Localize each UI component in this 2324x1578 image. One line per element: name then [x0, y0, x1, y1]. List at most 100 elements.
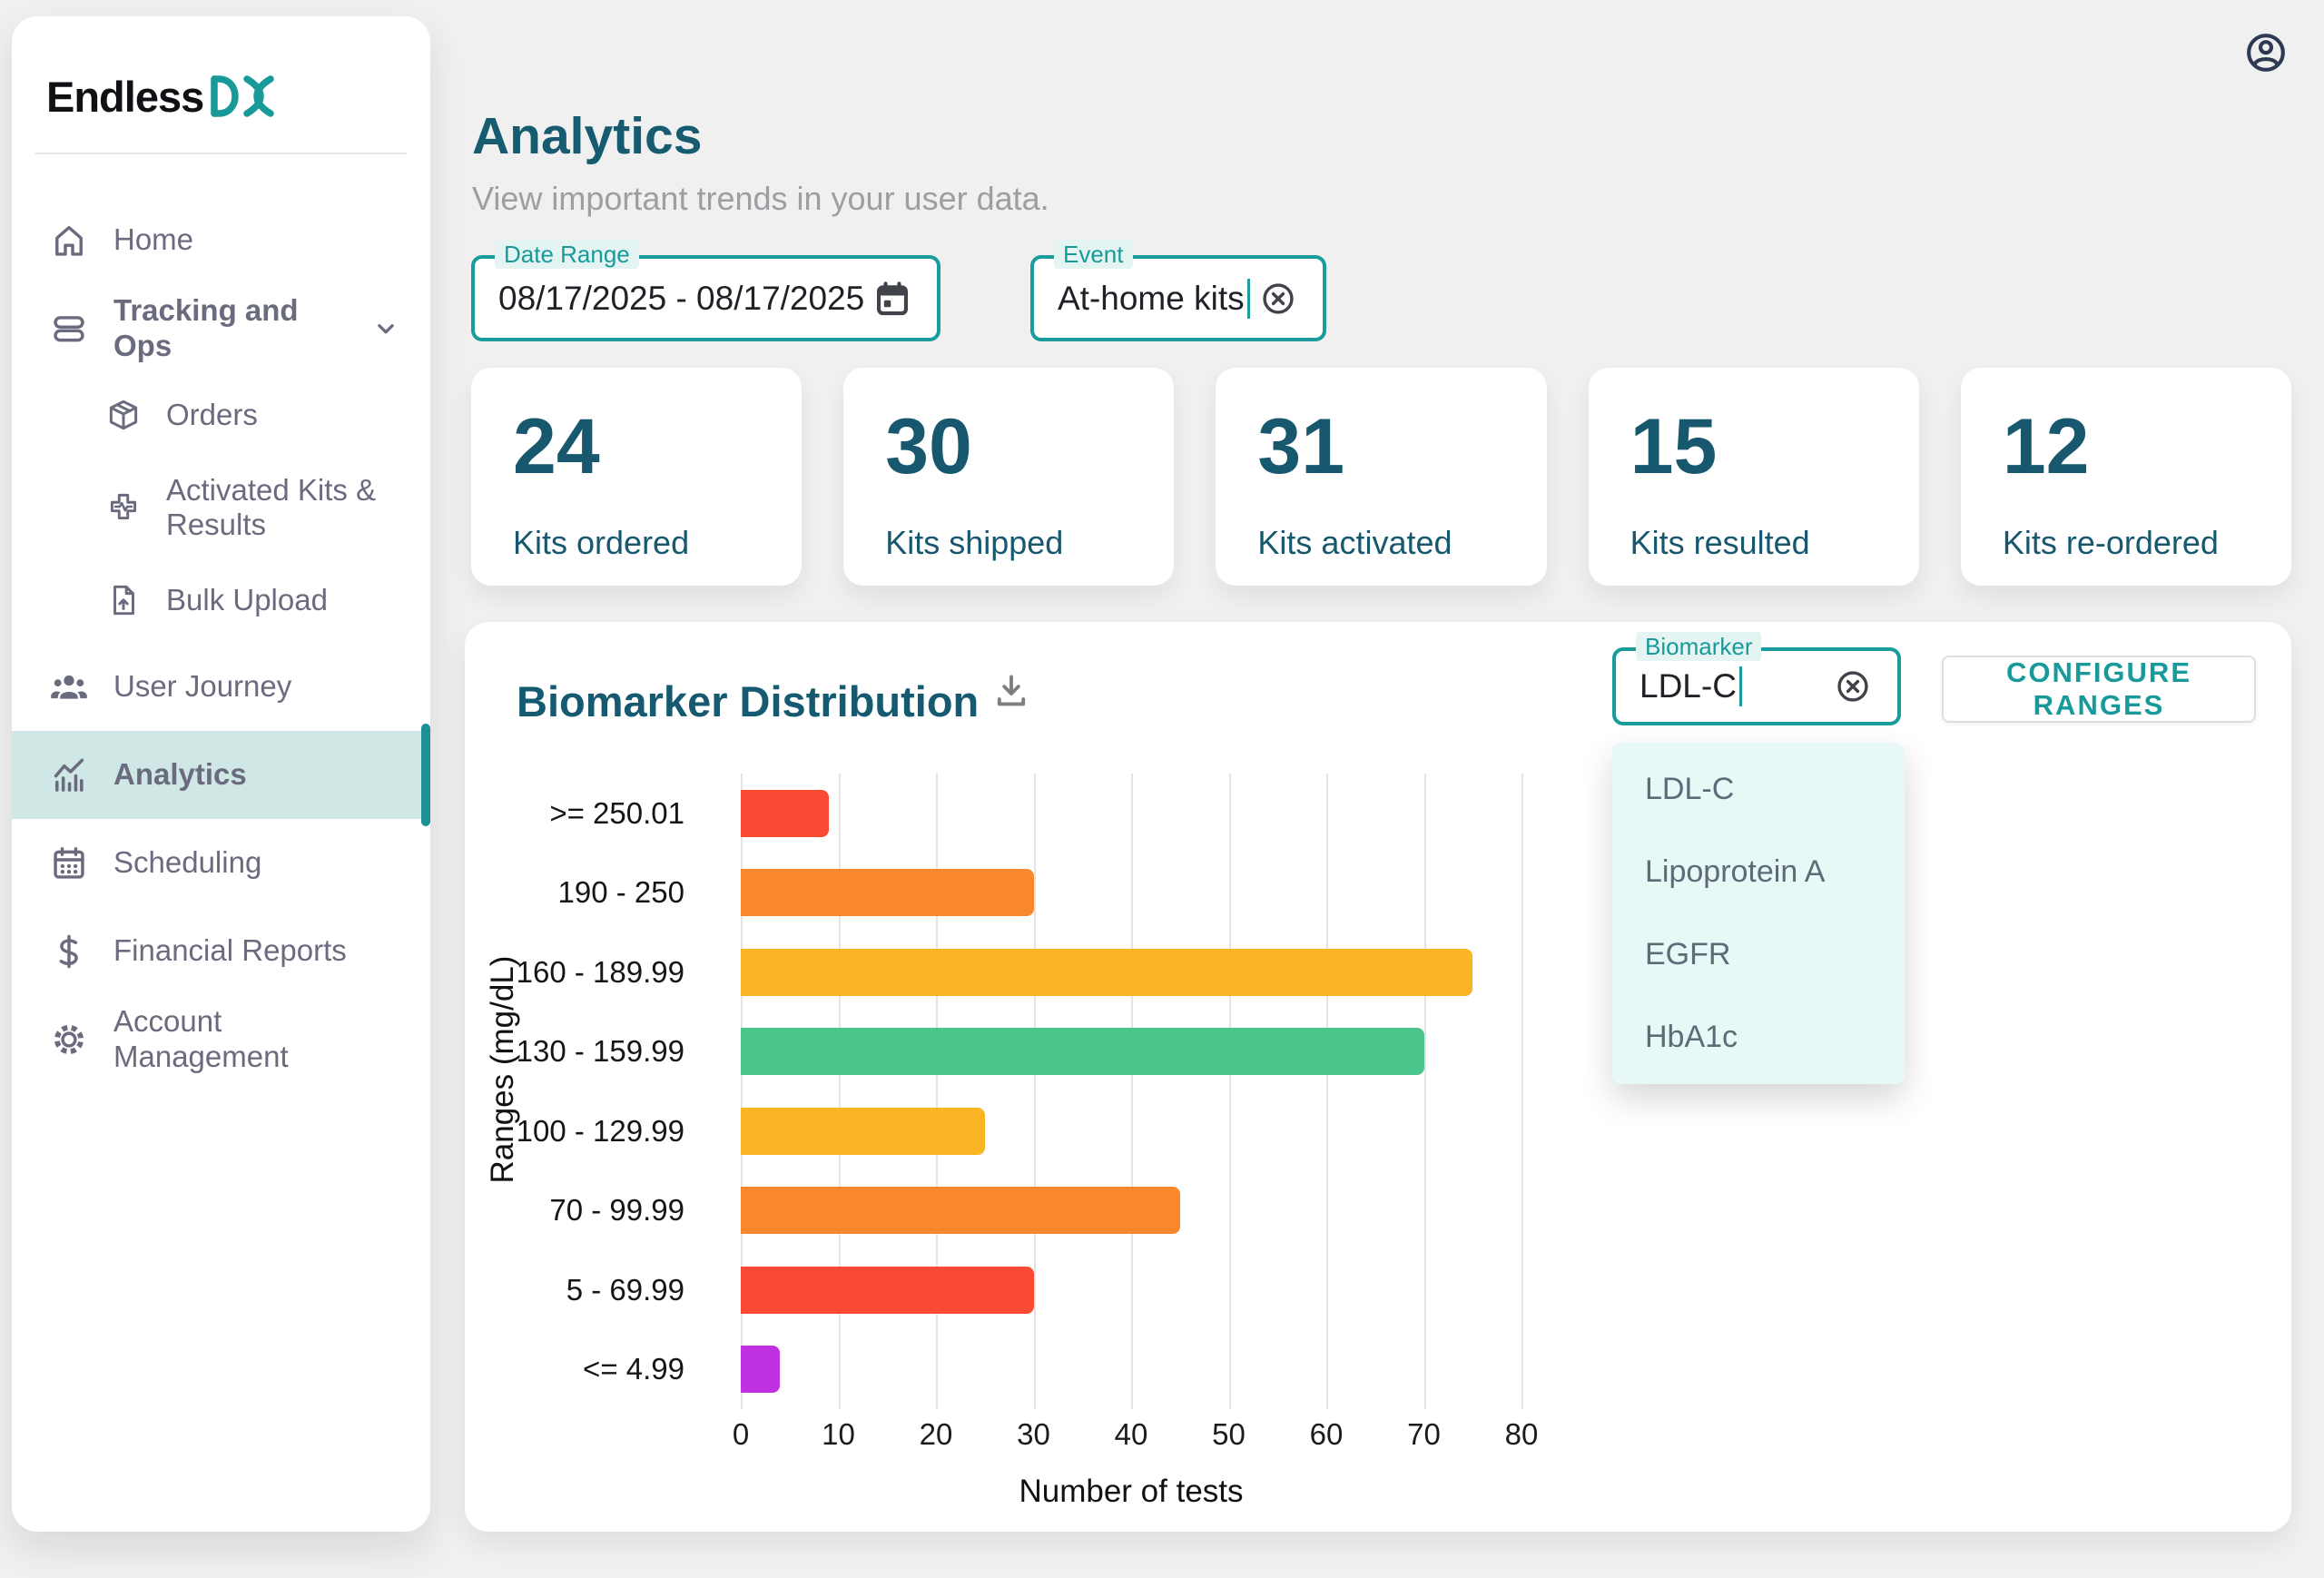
- sidebar-item-orders[interactable]: Orders: [12, 372, 430, 458]
- sidebar-item-label: Tracking and Ops: [113, 293, 299, 362]
- biomarker-distribution-card: Biomarker Distribution Biomarker LDL-C C…: [465, 622, 2291, 1532]
- medical-cross-icon: [104, 488, 143, 527]
- sidebar-item-label: Analytics: [113, 757, 247, 792]
- sidebar-item-label: Activated Kits & Results: [166, 472, 377, 541]
- x-tick-label: 0: [732, 1417, 750, 1451]
- event-value[interactable]: At-home kits: [1058, 279, 1245, 317]
- gridline: [1521, 774, 1523, 1409]
- sidebar-item-home[interactable]: Home: [12, 196, 430, 284]
- package-icon: [104, 396, 143, 434]
- calendar-icon: [48, 843, 90, 884]
- dropdown-option-egfr[interactable]: EGFR: [1645, 937, 1731, 971]
- bar-chart-plot: [741, 774, 1523, 1409]
- sidebar-item-label: Orders: [166, 397, 258, 431]
- y-category-label: 130 - 159.99: [516, 1034, 684, 1069]
- x-tick-label: 70: [1407, 1417, 1441, 1451]
- stat-value: 12: [2002, 403, 2090, 490]
- sidebar: Endless Home Tracking and Ops Orders Activa…: [12, 16, 430, 1532]
- stat-value: 31: [1257, 403, 1345, 490]
- y-category-label: 5 - 69.99: [566, 1272, 684, 1307]
- event-label: Event: [1054, 240, 1133, 269]
- sidebar-item-financial-reports[interactable]: Financial Reports: [12, 907, 430, 995]
- stat-value: 30: [885, 403, 972, 490]
- stat-label: Kits ordered: [513, 524, 690, 561]
- logo-text: Endless: [46, 72, 204, 121]
- event-field[interactable]: Event At-home kits: [1030, 240, 1326, 341]
- sidebar-item-user-journey[interactable]: User Journey: [12, 643, 430, 731]
- stat-label: Kits resulted: [1630, 524, 1810, 561]
- chevron-down-icon[interactable]: [369, 311, 403, 346]
- sidebar-item-activated-kits-results[interactable]: Activated Kits & Results: [12, 458, 430, 557]
- gridline: [1423, 774, 1426, 1409]
- file-upload-icon: [104, 581, 143, 619]
- stat-card-kits-shipped: 30 Kits shipped: [843, 368, 1175, 586]
- sidebar-item-label: Scheduling: [113, 845, 262, 880]
- sidebar-nav: Home Tracking and Ops Orders Activated Kits…: [12, 196, 430, 1083]
- y-category-label: 160 - 189.99: [516, 954, 684, 989]
- bar-250-01: [741, 789, 829, 837]
- x-tick-label: 60: [1309, 1417, 1344, 1451]
- filters-row: Date Range 08/17/2025 - 08/17/2025 Event…: [471, 240, 1326, 341]
- stat-value: 15: [1630, 403, 1718, 490]
- dollar-icon: [48, 931, 90, 972]
- gridline: [1033, 774, 1036, 1409]
- dropdown-option-hba1c[interactable]: HbA1c: [1645, 1020, 1738, 1054]
- sidebar-item-account-management[interactable]: Account Management: [12, 995, 430, 1083]
- y-category-label: 190 - 250: [557, 875, 684, 910]
- sidebar-item-label: Bulk Upload: [166, 582, 328, 616]
- gear-icon: [48, 1019, 90, 1060]
- x-tick-label: 80: [1504, 1417, 1539, 1451]
- stat-label: Kits shipped: [885, 524, 1064, 561]
- gridline: [1131, 774, 1133, 1409]
- biomarker-value[interactable]: LDL-C: [1640, 667, 1737, 705]
- x-tick-label: 50: [1212, 1417, 1246, 1451]
- date-range-value[interactable]: 08/17/2025 - 08/17/2025: [498, 279, 865, 317]
- x-tick-label: 40: [1114, 1417, 1148, 1451]
- stat-card-kits-activated: 31 Kits activated: [1216, 368, 1547, 586]
- calendar-icon[interactable]: [872, 278, 913, 320]
- x-tick-label: 30: [1017, 1417, 1050, 1451]
- rows-icon: [48, 308, 90, 350]
- sidebar-item-label: Account Management: [113, 1004, 289, 1073]
- main-content: Analytics View important trends in your …: [465, 0, 2299, 1578]
- x-tick-label: 10: [822, 1417, 855, 1451]
- chart-title: Biomarker Distribution: [517, 677, 980, 725]
- stat-card-kits-ordered: 24 Kits ordered: [471, 368, 803, 586]
- sidebar-divider: [35, 153, 407, 154]
- download-icon[interactable]: [990, 669, 1033, 713]
- gridline: [838, 774, 841, 1409]
- date-range-field[interactable]: Date Range 08/17/2025 - 08/17/2025: [471, 240, 940, 341]
- sidebar-item-label: User Journey: [113, 669, 292, 704]
- bar-130-159-99: [741, 1028, 1424, 1076]
- stat-card-kits-re-ordered: 12 Kits re-ordered: [1960, 368, 2292, 586]
- date-range-label: Date Range: [495, 240, 639, 269]
- chart-icon: [48, 754, 90, 796]
- configure-ranges-button[interactable]: CONFIGURE RANGES: [1942, 656, 2256, 723]
- gridline: [741, 774, 743, 1409]
- stat-value: 24: [513, 403, 600, 490]
- stat-label: Kits re-ordered: [2002, 524, 2219, 561]
- y-category-label: 100 - 129.99: [516, 1113, 684, 1148]
- x-axis-label: Number of tests: [1019, 1474, 1244, 1509]
- y-axis-categories: >= 250.01 190 - 250 160 - 189.99 130 - 159.…: [474, 774, 684, 1409]
- bar-4-99: [741, 1346, 780, 1394]
- x-tick-label: 20: [919, 1417, 953, 1451]
- page-subtitle: View important trends in your user data.: [472, 180, 1049, 217]
- y-category-label: 70 - 99.99: [549, 1193, 684, 1228]
- sidebar-item-scheduling[interactable]: Scheduling: [12, 819, 430, 907]
- sidebar-item-bulk-upload[interactable]: Bulk Upload: [12, 557, 430, 643]
- clear-event-icon[interactable]: [1257, 278, 1299, 320]
- bar-5-69-99: [741, 1266, 1034, 1314]
- biomarker-field[interactable]: Biomarker LDL-C: [1612, 632, 1901, 725]
- biomarker-dropdown: LDL-C Lipoprotein A EGFR HbA1c: [1612, 743, 1905, 1084]
- sidebar-item-analytics[interactable]: Analytics: [12, 724, 430, 826]
- sidebar-item-tracking-and-ops[interactable]: Tracking and Ops: [12, 284, 430, 372]
- biomarker-label: Biomarker: [1636, 632, 1762, 661]
- dropdown-option-ldl-c[interactable]: LDL-C: [1645, 772, 1735, 806]
- account-avatar-icon[interactable]: [2242, 29, 2290, 76]
- y-category-label: <= 4.99: [583, 1352, 684, 1386]
- clear-biomarker-icon[interactable]: [1832, 666, 1874, 707]
- dropdown-option-lipoprotein-a[interactable]: Lipoprotein A: [1645, 854, 1826, 889]
- people-icon: [48, 666, 90, 708]
